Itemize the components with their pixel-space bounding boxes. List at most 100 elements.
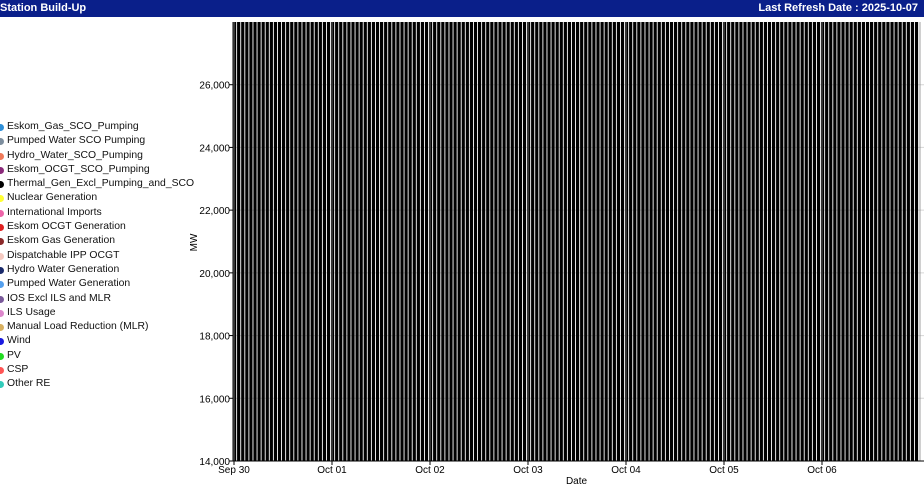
hour-bar: [890, 22, 894, 461]
hour-bar: [657, 22, 661, 461]
hour-bar: [743, 22, 747, 461]
hour-bar: [653, 22, 657, 461]
hour-bar: [416, 22, 420, 461]
hour-bar: [384, 22, 388, 461]
bar-segment-thermal: [816, 22, 821, 461]
bar-segment-thermal: [906, 22, 910, 461]
hour-bar: [547, 22, 551, 461]
legend-marker-icon: [0, 252, 4, 260]
hour-bar: [731, 22, 735, 461]
y-tick-label: 18,000: [199, 332, 230, 343]
hour-bar: [723, 22, 727, 461]
bar-segment-thermal: [718, 22, 723, 461]
bar-segment-thermal: [567, 22, 572, 461]
bar-segment-thermal: [237, 22, 241, 461]
hour-bar: [857, 22, 861, 461]
bar-segment-thermal: [359, 22, 363, 461]
hour-bar: [351, 22, 355, 461]
hour-bar: [821, 22, 825, 461]
hour-bar: [322, 22, 327, 461]
hour-bar: [392, 22, 396, 461]
hour-bar: [816, 22, 821, 461]
hour-bar: [339, 22, 343, 461]
hour-bar: [441, 22, 445, 461]
hour-bar: [735, 22, 739, 461]
hour-bar: [571, 22, 576, 461]
bar-segment-thermal: [661, 22, 665, 461]
bar-segment-thermal: [747, 22, 751, 461]
hour-bar: [710, 22, 714, 461]
bar-segment-thermal: [494, 22, 498, 461]
bar-segment-thermal: [698, 22, 702, 461]
hour-bar: [894, 22, 898, 461]
hour-bar: [584, 22, 588, 461]
legend-label: Dispatchable IPP OCGT: [7, 249, 120, 261]
bar-segment-thermal: [233, 22, 237, 461]
hour-bar: [870, 22, 874, 461]
bar-segment-thermal: [612, 22, 616, 461]
hour-bar: [706, 22, 710, 461]
bar-segment-thermal: [714, 22, 719, 461]
bar-segment-thermal: [527, 22, 531, 461]
bar-segment-thermal: [371, 22, 376, 461]
bar-segment-thermal: [894, 22, 898, 461]
hour-bar: [678, 22, 682, 461]
hour-bar: [910, 22, 915, 461]
y-tick-label: 20,000: [199, 269, 230, 280]
hour-bar: [759, 22, 763, 461]
bar-segment-thermal: [735, 22, 739, 461]
hour-bar: [645, 22, 649, 461]
hour-bar: [649, 22, 653, 461]
page-title: Station Build-Up: [0, 2, 87, 14]
bar-segment-thermal: [339, 22, 343, 461]
hour-bar: [518, 22, 523, 461]
legend-label: Pumped Water SCO Pumping: [7, 135, 146, 147]
bar-segment-thermal: [518, 22, 523, 461]
bar-segment-thermal: [808, 22, 812, 461]
bar-segment-thermal: [600, 22, 604, 461]
bar-segment-thermal: [543, 22, 547, 461]
hour-bar: [269, 22, 273, 461]
hour-bar: [469, 22, 474, 461]
bar-segment-thermal: [318, 22, 322, 461]
bar-segment-thermal: [326, 22, 331, 461]
bar-segment-thermal: [453, 22, 457, 461]
legend-label: Eskom_Gas_SCO_Pumping: [7, 121, 139, 132]
hour-bar: [527, 22, 531, 461]
bar-segment-thermal: [755, 22, 759, 461]
hour-bar: [886, 22, 890, 461]
hour-bar: [788, 22, 792, 461]
hour-bar: [424, 22, 429, 461]
legend-label: Other RE: [7, 378, 51, 390]
bar-segment-thermal: [784, 22, 788, 461]
bar-segment-thermal: [298, 22, 302, 461]
hour-bar: [914, 22, 919, 461]
hour-bar: [343, 22, 347, 461]
bar-segment-thermal: [302, 22, 306, 461]
bar-segment-thermal: [620, 22, 625, 461]
legend-marker-icon: [0, 352, 4, 360]
hour-bar: [580, 22, 584, 461]
bar-segment-thermal: [375, 22, 380, 461]
hour-bar: [837, 22, 841, 461]
bar-segment-thermal: [772, 22, 776, 461]
bar-segment-thermal: [441, 22, 445, 461]
hour-bar: [535, 22, 539, 461]
hour-bar: [433, 22, 437, 461]
hour-bar: [763, 22, 768, 461]
hour-bar: [641, 22, 645, 461]
bar-segment-thermal: [265, 22, 269, 461]
bar-segment-thermal: [576, 22, 580, 461]
bar-segment-thermal: [388, 22, 392, 461]
bar-segment-thermal: [865, 22, 870, 461]
hour-bar: [265, 22, 269, 461]
y-tick-label: 26,000: [199, 81, 230, 92]
bar-segment-thermal: [767, 22, 772, 461]
bar-segment-thermal: [727, 22, 731, 461]
hour-bar: [829, 22, 833, 461]
bar-segment-thermal: [482, 22, 486, 461]
hour-bar: [531, 22, 535, 461]
hour-bar: [539, 22, 543, 461]
x-axis-title: Date: [566, 476, 588, 485]
bar-segment-thermal: [657, 22, 661, 461]
